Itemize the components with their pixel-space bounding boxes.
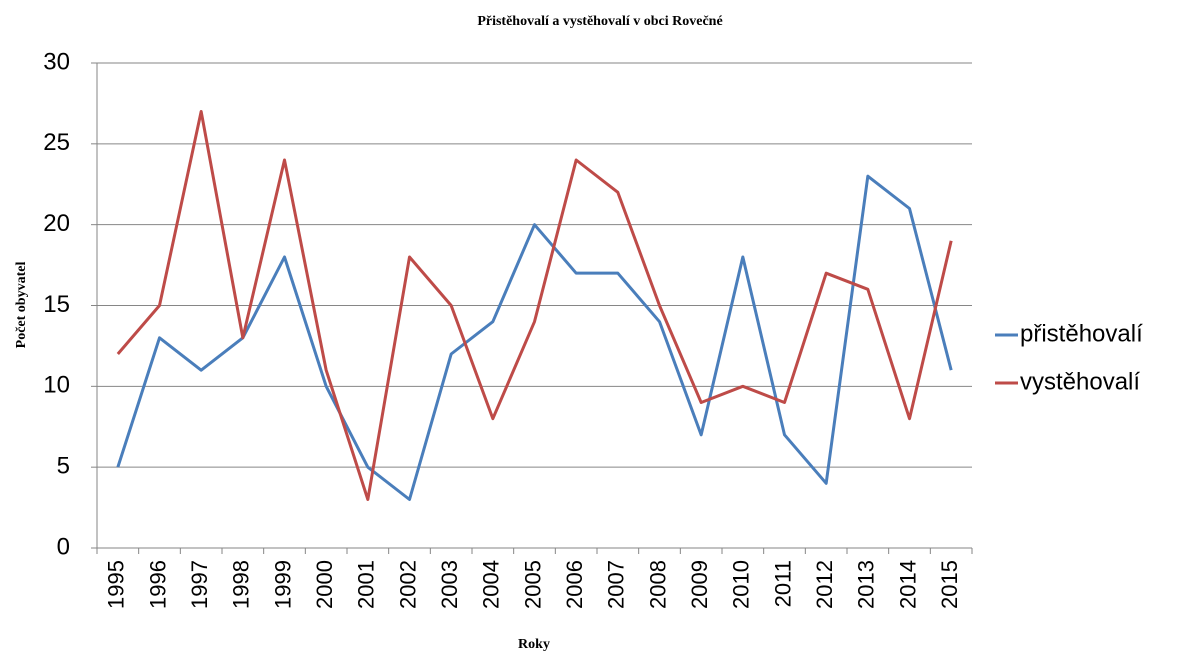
y-tick-label: 5: [57, 453, 70, 480]
y-tick-label: 30: [43, 48, 70, 75]
y-tick-label: 0: [57, 533, 70, 560]
x-tick-label: 2011: [770, 560, 795, 607]
x-tick-label: 2010: [729, 560, 754, 609]
x-tick-label: 2000: [312, 560, 337, 609]
x-tick-label: 2015: [937, 560, 962, 609]
y-tick-label: 15: [43, 291, 70, 318]
x-tick-label: 1998: [229, 560, 254, 609]
x-tick-label: 2005: [520, 560, 545, 609]
x-tick-label: 2003: [437, 560, 462, 609]
x-tick-label: 1997: [187, 560, 212, 609]
x-axis-label: Roky: [518, 637, 550, 652]
x-tick-label: 2004: [479, 560, 504, 609]
y-tick-label: 10: [43, 372, 70, 399]
x-tick-label: 1996: [145, 560, 170, 609]
y-tick-label: 20: [43, 210, 70, 237]
legend-label: přistěhovalí: [1020, 320, 1143, 347]
y-tick-label: 25: [43, 129, 70, 156]
x-tick-label: 2013: [854, 560, 879, 609]
x-tick-label: 2014: [895, 560, 920, 609]
x-tick-label: 2007: [604, 560, 629, 609]
legend-label: vystěhovalí: [1020, 368, 1140, 395]
x-tick-label: 2009: [687, 560, 712, 609]
series-line: [116, 174, 953, 501]
x-tick-label: 2002: [395, 560, 420, 609]
x-tick-label: 2001: [354, 560, 379, 609]
x-tick-label: 2008: [645, 560, 670, 609]
x-tick-label: 2012: [812, 560, 837, 609]
x-tick-label: 1995: [104, 560, 129, 609]
x-tick-label: 1999: [270, 560, 295, 609]
x-tick-label: 2006: [562, 560, 587, 609]
series-line: [116, 110, 953, 501]
y-axis-label: Počet obyvatel: [14, 262, 29, 349]
chart-title: Přistěhovalí a vystěhovalí v obci Rovečn…: [477, 14, 722, 29]
